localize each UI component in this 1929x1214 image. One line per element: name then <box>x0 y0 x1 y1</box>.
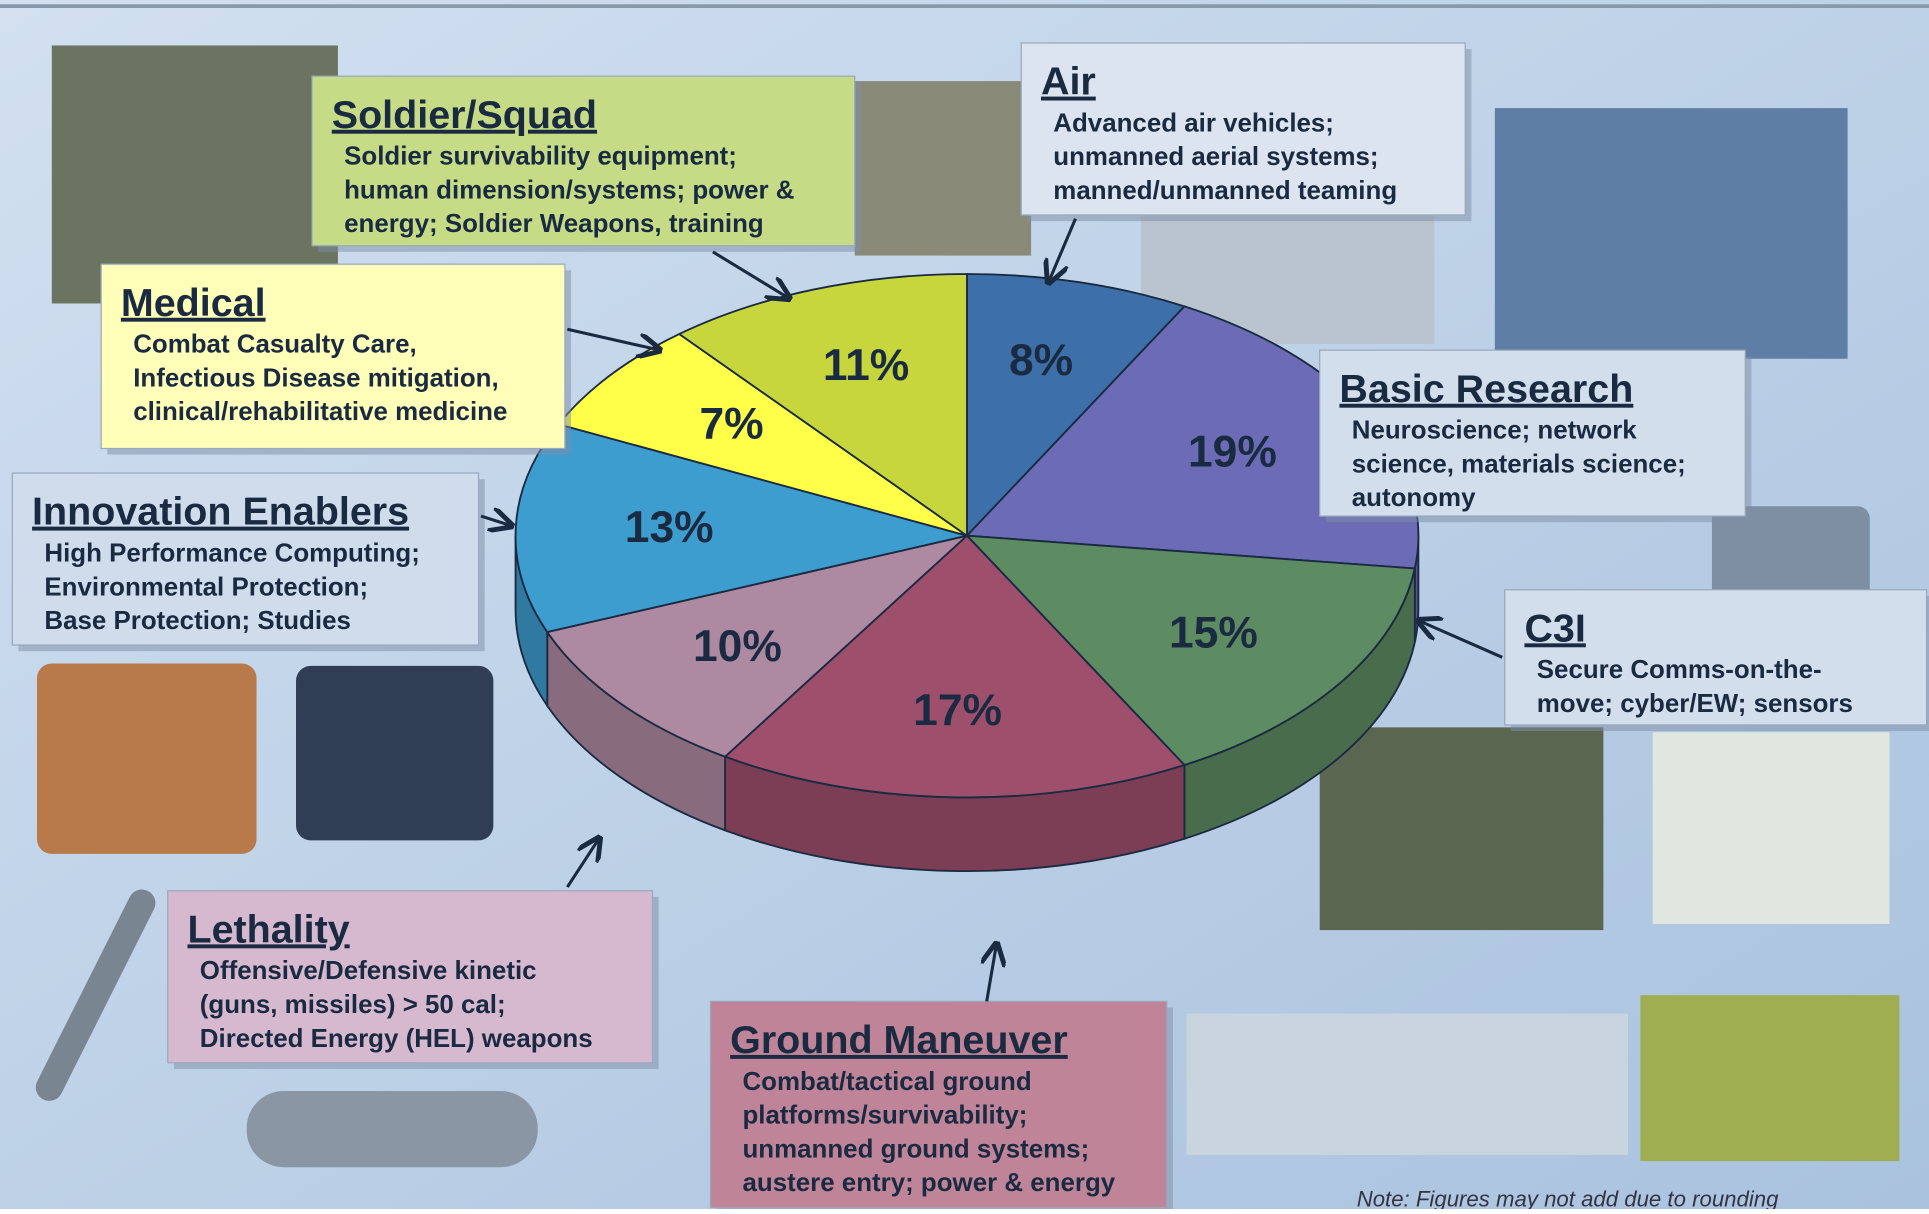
value-label: 11% <box>823 341 909 390</box>
page: {"chart_data": {"type": "pie", "categori… <box>0 0 1929 1209</box>
box-line: Offensive/Defensive kinetic <box>200 957 537 985</box>
chart: 8% 19% 15% 17% 10% 13% 7% 11% Air Advanced air v… <box>0 0 1929 1209</box>
box-title: C3I <box>1524 606 1585 650</box>
value-label: 7% <box>699 399 763 448</box>
box-line: platforms/survivability; <box>742 1102 1027 1130</box>
box-title: Medical <box>121 281 266 325</box>
box-line: austere entry; power & energy <box>742 1169 1115 1197</box>
photo <box>247 1091 538 1167</box>
box-line: science, materials science; <box>1352 450 1686 478</box>
box-line: manned/unmanned teaming <box>1053 177 1397 205</box>
photo <box>1320 727 1604 930</box>
box-line: Combat/tactical ground <box>742 1068 1031 1096</box>
photo <box>296 666 493 840</box>
box-line: Environmental Protection; <box>44 573 368 601</box>
box-title: Ground Maneuver <box>730 1018 1068 1062</box>
photo <box>1653 732 1890 924</box>
box-line: clinical/rehabilitative medicine <box>133 398 507 426</box>
pie: 8% 19% 15% 17% 10% 13% 7% 11% <box>516 274 1419 871</box>
box-title: Basic Research <box>1339 367 1633 411</box>
box-line: energy; Soldier Weapons, training <box>344 210 764 238</box>
box-title: Innovation Enablers <box>32 490 409 534</box>
box-line: Advanced air vehicles; <box>1053 110 1334 138</box>
annotation-box: Innovation Enablers High Performance Comp… <box>12 473 512 651</box>
photo <box>1495 108 1848 359</box>
box-line: (guns, missiles) > 50 cal; <box>200 991 506 1019</box>
value-label: 10% <box>693 622 782 671</box>
box-title: Air <box>1041 60 1096 104</box>
value-label: 8% <box>1009 336 1073 385</box>
box-title: Lethality <box>187 907 349 951</box>
box-line: unmanned aerial systems; <box>1053 143 1378 171</box>
note: Note: Figures may not add due to roundin… <box>1357 1187 1779 1209</box>
box-line: Secure Comms-on-the- <box>1537 656 1822 684</box>
box-line: Directed Energy (HEL) weapons <box>200 1025 593 1053</box>
value-label: 15% <box>1169 608 1258 657</box>
photo <box>855 81 1031 255</box>
photo <box>1187 1014 1629 1155</box>
box-line: Neuroscience; network <box>1352 417 1638 445</box>
photo <box>1640 995 1899 1161</box>
box-line: human dimension/systems; power & <box>344 176 794 204</box>
box-line: Soldier survivability equipment; <box>344 143 737 171</box>
box-line: Base Protection; Studies <box>44 607 350 635</box>
annotation-box: Basic Research Neuroscience; network scien… <box>1320 350 1752 522</box>
value-label: 19% <box>1188 428 1277 477</box>
value-label: 13% <box>625 503 714 552</box>
box-title: Soldier/Squad <box>332 93 597 137</box>
box-line: unmanned ground systems; <box>742 1135 1089 1163</box>
box-line: autonomy <box>1352 484 1476 512</box>
photo <box>37 663 257 853</box>
box-line: High Performance Computing; <box>44 540 419 568</box>
box-line: Infectious Disease mitigation, <box>133 364 498 392</box>
value-label: 17% <box>913 686 1002 735</box>
box-line: Combat Casualty Care, <box>133 331 416 359</box>
box-line: move; cyber/EW; sensors <box>1537 690 1853 718</box>
